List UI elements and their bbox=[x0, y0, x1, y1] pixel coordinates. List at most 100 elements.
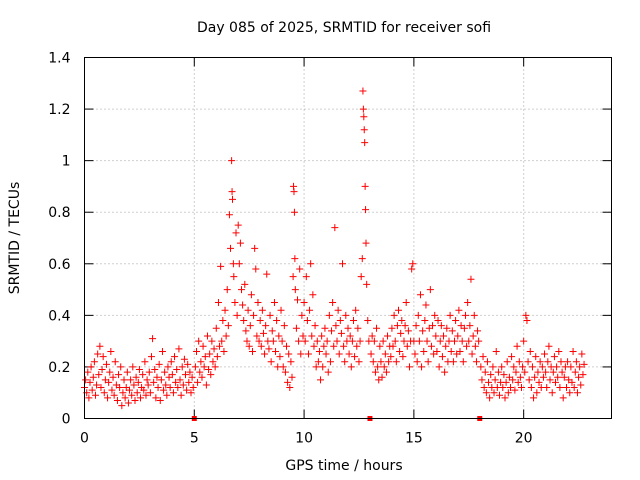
data-point bbox=[464, 298, 472, 306]
data-point bbox=[384, 332, 392, 340]
data-point bbox=[318, 332, 326, 340]
data-point bbox=[163, 391, 171, 399]
data-point bbox=[313, 337, 321, 345]
data-point bbox=[523, 317, 531, 325]
data-point bbox=[499, 384, 507, 392]
data-point bbox=[233, 311, 241, 319]
data-point bbox=[97, 384, 105, 392]
data-point bbox=[182, 371, 190, 379]
data-point bbox=[405, 363, 413, 371]
data-point bbox=[198, 373, 206, 381]
data-point bbox=[123, 368, 131, 376]
data-point bbox=[380, 363, 388, 371]
data-point bbox=[395, 306, 403, 314]
data-point bbox=[107, 347, 115, 355]
data-point bbox=[508, 353, 516, 361]
data-point bbox=[268, 327, 276, 335]
data-point bbox=[228, 157, 236, 165]
data-point bbox=[568, 378, 576, 386]
data-point bbox=[202, 381, 210, 389]
data-point bbox=[420, 347, 428, 355]
data-point bbox=[357, 273, 365, 281]
data-point bbox=[145, 368, 153, 376]
data-point bbox=[223, 286, 231, 294]
data-point bbox=[528, 363, 536, 371]
data-point bbox=[285, 350, 293, 358]
data-point bbox=[355, 358, 363, 366]
data-point bbox=[183, 386, 191, 394]
data-point bbox=[213, 353, 221, 361]
y-tick-label: 1.2 bbox=[48, 102, 70, 118]
data-point bbox=[351, 353, 359, 361]
data-point bbox=[93, 381, 101, 389]
data-point bbox=[232, 229, 240, 237]
data-point bbox=[140, 386, 148, 394]
data-point bbox=[331, 224, 339, 232]
data-point bbox=[82, 376, 90, 384]
data-point bbox=[501, 394, 509, 402]
data-point bbox=[510, 363, 518, 371]
data-point bbox=[553, 363, 561, 371]
data-point bbox=[427, 342, 435, 350]
data-point bbox=[426, 286, 434, 294]
data-point bbox=[454, 332, 462, 340]
data-point bbox=[206, 350, 214, 358]
data-point bbox=[258, 306, 266, 314]
data-point bbox=[302, 273, 310, 281]
data-point bbox=[368, 332, 376, 340]
data-point bbox=[117, 363, 125, 371]
data-point bbox=[475, 337, 483, 345]
data-point bbox=[212, 324, 220, 332]
data-point bbox=[160, 386, 168, 394]
data-point bbox=[399, 353, 407, 361]
data-point bbox=[408, 265, 416, 273]
data-point bbox=[164, 363, 172, 371]
y-tick-label: 0.6 bbox=[48, 257, 70, 273]
data-point bbox=[447, 347, 455, 355]
data-point bbox=[569, 347, 577, 355]
data-point bbox=[478, 376, 486, 384]
grid-lines bbox=[84, 57, 612, 419]
data-point bbox=[480, 384, 488, 392]
data-point bbox=[387, 353, 395, 361]
data-point bbox=[520, 337, 528, 345]
data-point bbox=[290, 208, 298, 216]
data-point bbox=[558, 368, 566, 376]
data-point bbox=[227, 244, 235, 252]
data-point bbox=[554, 373, 562, 381]
data-point bbox=[533, 389, 541, 397]
data-point bbox=[216, 342, 224, 350]
data-point bbox=[231, 298, 239, 306]
data-point bbox=[381, 350, 389, 358]
data-point bbox=[392, 358, 400, 366]
data-point bbox=[292, 324, 300, 332]
data-point bbox=[110, 391, 118, 399]
data-point bbox=[549, 368, 557, 376]
data-point bbox=[548, 389, 556, 397]
data-point bbox=[309, 291, 317, 299]
data-point bbox=[121, 394, 129, 402]
data-point bbox=[199, 342, 207, 350]
data-point bbox=[424, 358, 432, 366]
data-point bbox=[367, 350, 375, 358]
data-point bbox=[435, 363, 443, 371]
data-point bbox=[195, 337, 203, 345]
x-tick-label: 15 bbox=[405, 431, 423, 447]
data-point bbox=[483, 358, 491, 366]
data-point bbox=[506, 384, 514, 392]
data-point bbox=[486, 394, 494, 402]
data-point bbox=[400, 337, 408, 345]
data-point bbox=[580, 360, 588, 368]
data-point bbox=[347, 363, 355, 371]
data-point bbox=[230, 273, 238, 281]
x-tick-label: 0 bbox=[80, 431, 89, 447]
data-point bbox=[325, 311, 333, 319]
data-point bbox=[254, 298, 262, 306]
data-point bbox=[564, 358, 572, 366]
data-point bbox=[352, 306, 360, 314]
data-point bbox=[95, 371, 103, 379]
data-point bbox=[542, 368, 550, 376]
data-point bbox=[209, 358, 217, 366]
data-point bbox=[342, 311, 350, 319]
data-point bbox=[415, 337, 423, 345]
